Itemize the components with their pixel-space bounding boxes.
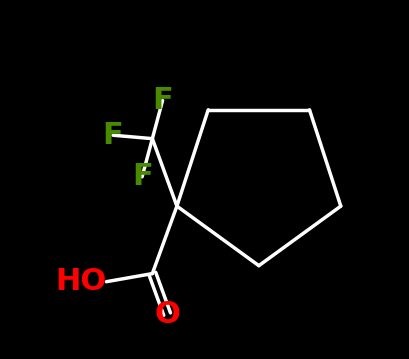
Text: HO: HO [55, 267, 106, 296]
Text: F: F [131, 162, 152, 191]
Text: F: F [152, 86, 173, 115]
Text: F: F [102, 121, 123, 150]
Text: O: O [154, 299, 180, 328]
